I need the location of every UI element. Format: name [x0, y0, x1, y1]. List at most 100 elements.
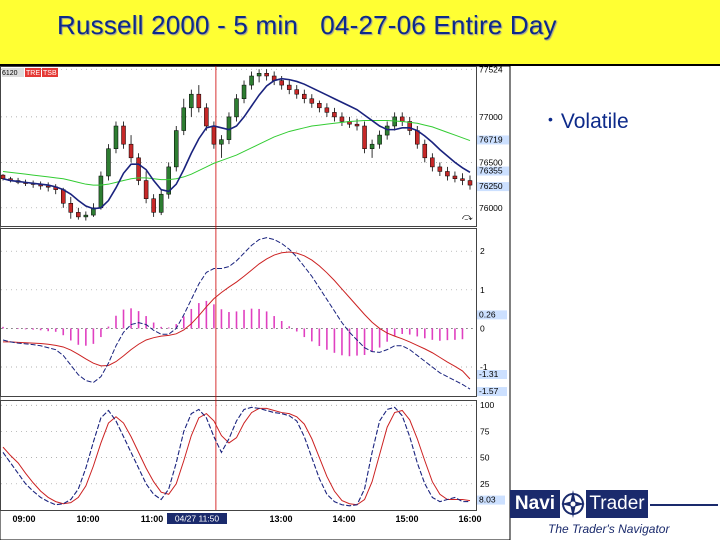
- x-tick-label: 11:00: [141, 514, 164, 524]
- candle-body: [460, 178, 465, 181]
- top-label-tre: TRE: [26, 70, 40, 77]
- candle-body: [467, 180, 473, 186]
- candle-body: [249, 75, 254, 86]
- candle-body: [196, 93, 202, 109]
- logo-tagline: The Trader's Navigator: [548, 522, 670, 536]
- navitrader-logo: Navi Trader The Trader's Navigator: [508, 488, 720, 540]
- candle-body: [113, 125, 119, 149]
- stoch-tick-label: 25: [480, 479, 490, 489]
- candle-body: [106, 148, 111, 177]
- candle-body: [136, 157, 141, 181]
- candle-body: [362, 125, 367, 149]
- candle-body: [0, 174, 6, 179]
- top-label-tsb: TSB: [43, 70, 57, 77]
- price-current-bg: [477, 166, 509, 176]
- candle-body: [422, 143, 428, 159]
- candle-body: [317, 103, 322, 109]
- candle-body: [128, 143, 134, 159]
- candle-body: [377, 134, 382, 145]
- macd-current-bg: [477, 387, 507, 397]
- trading-chart: 6120 TRE TSB 76000 76500 77000 77524 76719 76355…: [0, 66, 511, 540]
- macd-current-label: -1.57: [479, 386, 499, 396]
- candle-body: [437, 166, 443, 172]
- stoch-d-line: [2, 407, 471, 506]
- price-tick-label: 77000: [479, 112, 503, 122]
- candle-body: [302, 93, 307, 99]
- price-tick-label: 77524: [479, 66, 503, 74]
- stoch-tick-label: 50: [480, 453, 490, 463]
- logo-trader-text: Trader: [586, 490, 648, 518]
- macd-tick-label: 0: [480, 323, 485, 333]
- candle-body: [83, 214, 89, 218]
- stoch-tick-label: 75: [480, 426, 490, 436]
- macd-tick-label: 2: [480, 246, 485, 256]
- macd-line: [2, 237, 471, 390]
- candle-body: [354, 123, 360, 127]
- candle-body: [339, 116, 345, 122]
- candle-body: [241, 84, 247, 99]
- macd-tick-label: -1: [480, 362, 488, 372]
- candle-body: [407, 121, 412, 131]
- candle-body: [121, 125, 126, 145]
- logo-navi-text: Navi: [510, 490, 560, 518]
- candle-body: [279, 80, 284, 86]
- candle-body: [143, 180, 149, 199]
- candle-body: [204, 107, 209, 127]
- x-tick-label: 13:00: [269, 514, 292, 524]
- stoch-current-bg: [477, 495, 505, 505]
- candle-body: [68, 203, 74, 213]
- candle-body: [98, 175, 104, 209]
- price-current-bg: [477, 182, 509, 192]
- price-ma-fast-line: [2, 77, 471, 210]
- candle-body: [189, 93, 194, 109]
- macd-current-bg: [477, 310, 507, 320]
- x-tick-label: 10:00: [76, 514, 99, 524]
- page-title: Russell 2000 - 5 min 04-27-06 Entire Day: [57, 10, 557, 40]
- price-tick-label: 76000: [479, 203, 503, 213]
- candle-body: [324, 107, 330, 113]
- panel-macd-frame: [0, 228, 477, 397]
- macd-current-bg: [477, 370, 507, 380]
- title-bar: Russell 2000 - 5 min 04-27-06 Entire Day: [0, 0, 720, 66]
- x-cursor-label: 04/27 11:50: [175, 514, 220, 524]
- stoch-tick-label: 100: [480, 400, 494, 410]
- candle-body: [399, 116, 405, 122]
- candle-body: [332, 112, 337, 118]
- price-current-label: 76719: [479, 134, 503, 144]
- candle-body: [286, 84, 292, 90]
- candle-body: [234, 98, 239, 118]
- candle-body: [309, 98, 315, 104]
- x-tick-label: 16:00: [458, 514, 481, 524]
- panel-price-frame: [0, 66, 477, 227]
- compass-icon: [561, 490, 585, 518]
- candle-body: [294, 89, 300, 95]
- candle-body: [166, 166, 171, 195]
- macd-current-label: 0.26: [479, 309, 496, 319]
- macd-tick-label: 1: [480, 285, 485, 295]
- price-ma-slow-line: [2, 120, 471, 186]
- price-current-label: 76250: [479, 181, 503, 191]
- macd-signal-line: [3, 251, 471, 380]
- candle-body: [384, 125, 390, 136]
- candle-body: [76, 212, 81, 218]
- candle-body: [173, 130, 179, 168]
- candle-body: [151, 198, 156, 213]
- logo-rule: [650, 504, 718, 506]
- top-label-value: 6120: [2, 70, 18, 77]
- candle-body: [256, 73, 262, 77]
- candle-body: [415, 130, 420, 145]
- top-label-bg: [42, 68, 58, 77]
- stoch-current-label: 8.03: [479, 495, 496, 505]
- candle-body: [445, 171, 450, 177]
- candle-body: [430, 157, 435, 168]
- x-tick-label: 15:00: [395, 514, 418, 524]
- top-label-bg: [25, 68, 41, 77]
- bullet-text: Volatile: [560, 110, 629, 133]
- x-tick-label: 14:00: [332, 514, 355, 524]
- bullet-list: • Volatile: [548, 110, 629, 134]
- chart-frame: [0, 66, 511, 540]
- bullet-dot-icon: •: [548, 111, 553, 127]
- candle-body: [181, 107, 187, 131]
- crosshair-icon: ⤼: [462, 212, 473, 223]
- macd-current-label: -1.31: [479, 369, 499, 379]
